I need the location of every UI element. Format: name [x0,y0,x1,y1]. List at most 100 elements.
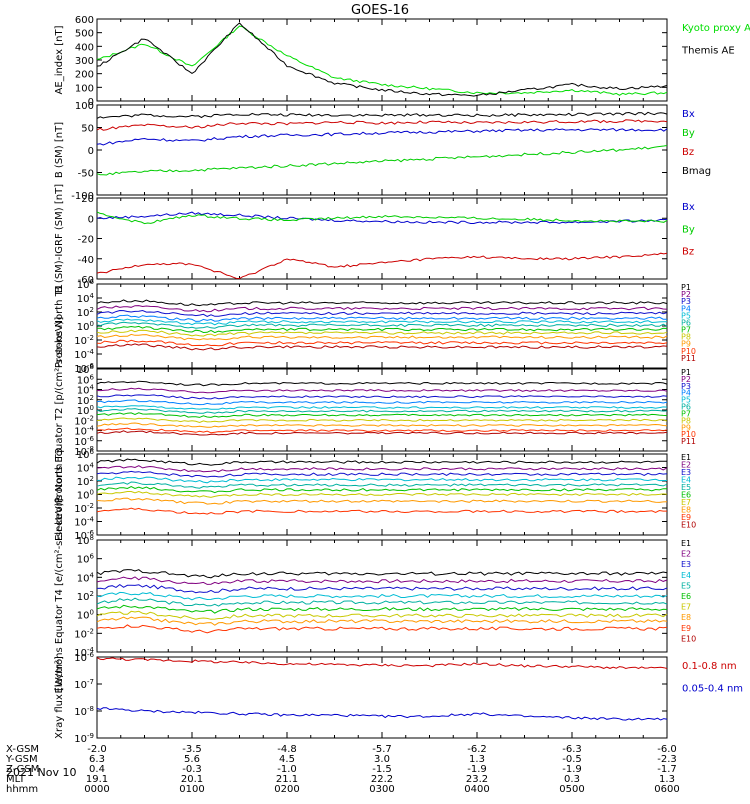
legend-entry: Bz [682,247,694,258]
series-line [96,616,668,626]
y-axis-label: Electrons North T3 [54,448,65,541]
ephemeris-label: MLT [6,774,26,785]
legend-entry: E7 [681,603,691,612]
series-line [96,314,667,322]
legend-entry: Bx [682,202,695,213]
y-tick-label: 100 [77,609,94,622]
y-tick-label: 10-4 [74,516,94,529]
y-tick-label: 100 [75,101,94,112]
legend-entry: P11 [681,437,696,446]
legend-entry: E1 [681,453,691,462]
series-line [96,329,668,337]
y-tick-label: 10-2 [74,414,94,427]
y-tick-label: 20 [81,194,94,205]
ephemeris-value: 3.0 [374,754,390,765]
legend-entry: P11 [681,354,696,363]
ephemeris-value: 0100 [179,784,204,795]
legend-entry: By [682,128,695,139]
panel-2: -100 -50 0 50 100 B (SM) [nT] Bx By Bz Bmag [54,101,711,202]
series-line [96,22,668,97]
series-line [96,490,668,498]
y-tick-label: 10-4 [74,348,94,361]
series-line [96,339,668,347]
ephemeris-value: -1.5 [372,764,392,775]
ephemeris-value: 19.1 [86,774,108,785]
series-line [96,25,668,96]
series-line [96,309,668,317]
y-tick-label: 100 [77,320,94,333]
y-tick-label: 104 [77,571,95,584]
ephemeris-value: -5.7 [372,744,392,755]
ephemeris-value: 0000 [84,784,109,795]
series-line [96,591,668,601]
y-tick-label: 108 [77,534,94,547]
legend-entry: E10 [681,634,696,643]
legend-entry: E7 [681,498,691,507]
date-label: 2021 Nov 10 [6,766,76,779]
series-line [96,657,668,670]
series-line [96,211,668,225]
ephemeris-value: 0.4 [89,764,105,775]
ephemeris-value: -1.7 [657,764,677,775]
ephemeris-value: 1.3 [469,754,485,765]
ephemeris-label: hhmm [6,784,38,795]
ephemeris-value: -6.0 [657,744,677,755]
y-tick-label: 102 [77,394,94,407]
y-axis-label: B (SM) [nT] [54,122,65,178]
y-tick-label: 106 [77,278,95,291]
legend-entry: E3 [681,468,691,477]
legend-entry: Bmag [682,166,711,177]
y-tick-label: 10-8 [74,445,94,458]
legend-entry: 0.05-0.4 nm [682,683,743,694]
ephemeris-value: 0500 [559,784,584,795]
y-tick-label: 10-2 [74,627,94,640]
ephemeris-value: 0600 [654,784,679,795]
series-line [96,399,668,406]
panel-frame [96,368,668,452]
legend-entry: P5 [681,311,691,320]
legend-entry: P10 [681,347,696,356]
series-line [96,211,668,225]
ephemeris-value: -1.9 [467,764,487,775]
ephemeris-value: 5.6 [184,754,200,765]
y-tick-label: 0 [88,214,94,225]
legend-entry: Bz [682,147,694,158]
series-line [96,387,668,394]
legend-entry: P5 [681,396,691,405]
y-tick-label: 10-6 [74,651,94,664]
ephemeris-value: -0.5 [562,754,582,765]
ephemeris-value: 4.5 [279,754,295,765]
y-axis-label: AE_index [nT] [54,25,65,94]
ephemeris-value: 20.1 [181,774,203,785]
y-tick-label: -20 [78,235,94,246]
legend-entry: Bx [682,109,695,120]
legend-entry: E9 [681,624,691,633]
series-line [96,127,668,146]
y-tick-label: 102 [77,475,94,488]
y-tick-label: 104 [77,462,95,475]
series-line [96,408,668,414]
y-tick-label: 200 [75,70,94,81]
series-line [96,299,668,307]
legend-entry: E2 [681,461,691,470]
legend-entry: P7 [681,409,691,418]
ephemeris-value: 22.2 [371,774,393,785]
legend-entry: P8 [681,416,691,425]
series-line [96,610,668,620]
ephemeris-value: 0.3 [564,774,580,785]
panel-8: 10-9 10-8 10-7 10-6 Xray flux [W/m²] 0.1-0.8 … [54,651,743,745]
ephemeris-value: 21.1 [276,774,298,785]
y-axis-label: Xray flux [W/m²] [54,656,65,739]
y-tick-label: -60 [78,275,94,286]
y-tick-label: 0 [88,97,94,108]
legend-entry: By [682,224,695,235]
legend-entry: P4 [681,389,691,398]
y-tick-label: 300 [75,56,94,67]
y-tick-label: 106 [77,553,95,566]
legend-entry: E6 [681,592,691,601]
ephemeris-value: -1.9 [562,764,582,775]
series-line [96,343,668,351]
panel-frame [96,18,668,102]
series-line [96,252,668,280]
